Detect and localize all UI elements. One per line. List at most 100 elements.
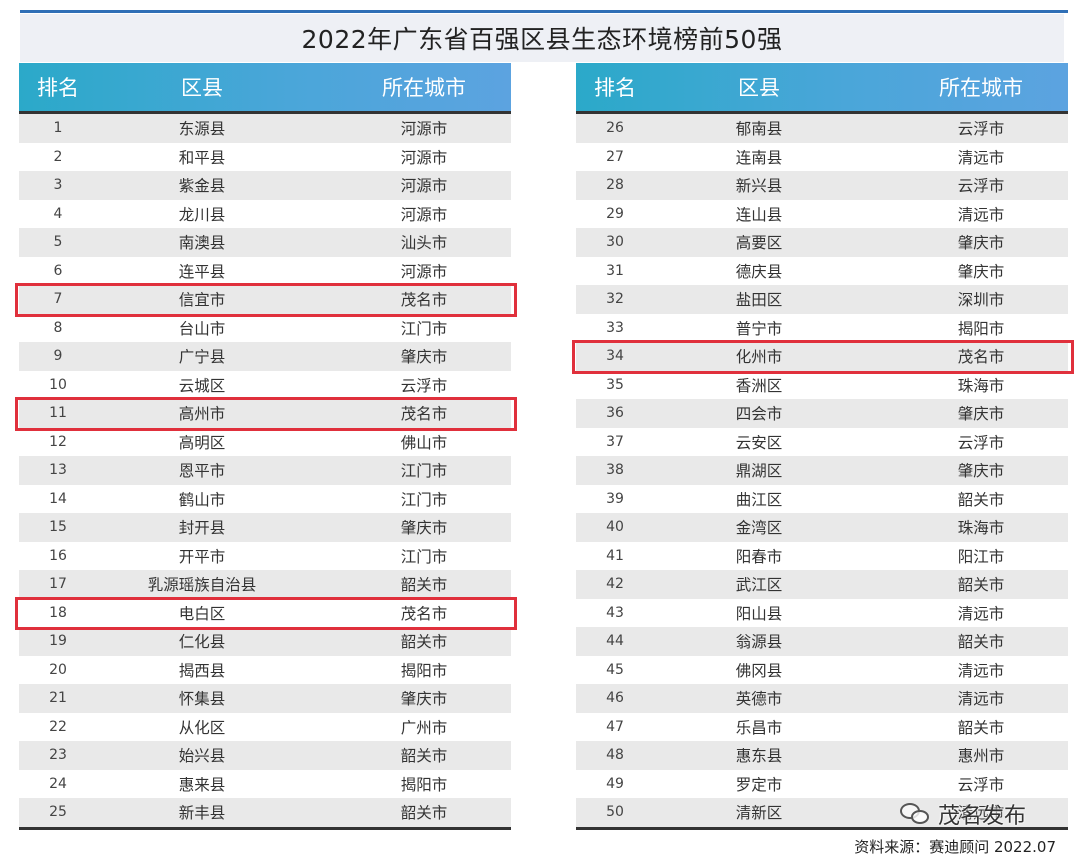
rank-cell: 47 xyxy=(606,718,624,735)
page-title: 2022年广东省百强区县生态环境榜前50强 xyxy=(301,25,783,54)
table-row: 35 香洲区 珠海市 xyxy=(576,370,1068,399)
table-row: 34 化州市 茂名市 xyxy=(576,342,1068,371)
table-row: 23 始兴县 韶关市 xyxy=(19,741,511,770)
city-cell: 珠海市 xyxy=(957,376,1005,395)
city-cell: 江门市 xyxy=(400,547,448,566)
city-cell: 肇庆市 xyxy=(957,234,1005,253)
table-row: 10 云城区 云浮市 xyxy=(19,370,511,399)
header-rule xyxy=(19,111,511,114)
county-cell: 南澳县 xyxy=(178,234,226,253)
rank-cell: 41 xyxy=(606,547,624,564)
header-rank: 排名 xyxy=(594,76,636,100)
header-rule xyxy=(576,111,1068,114)
city-cell: 江门市 xyxy=(400,319,448,338)
rank-cell: 8 xyxy=(53,319,63,336)
rank-cell: 18 xyxy=(49,604,67,621)
city-cell: 清远市 xyxy=(957,148,1005,167)
table-row: 47 乐昌市 韶关市 xyxy=(576,712,1068,741)
city-cell: 肇庆市 xyxy=(957,462,1005,481)
city-cell: 清远市 xyxy=(957,205,1005,224)
city-cell: 揭阳市 xyxy=(957,319,1005,338)
table-row: 40 金湾区 珠海市 xyxy=(576,513,1068,542)
rank-cell: 38 xyxy=(606,462,624,479)
table-row: 50 清新区 清远市 xyxy=(576,798,1068,827)
county-cell: 化州市 xyxy=(735,348,783,367)
city-cell: 汕头市 xyxy=(400,234,448,253)
rank-cell: 9 xyxy=(53,348,63,365)
county-cell: 仁化县 xyxy=(178,633,226,652)
city-cell: 肇庆市 xyxy=(400,690,448,709)
county-cell: 阳山县 xyxy=(735,604,783,623)
county-cell: 云安区 xyxy=(735,433,783,452)
rank-cell: 13 xyxy=(49,462,67,479)
city-cell: 肇庆市 xyxy=(400,348,448,367)
city-cell: 韶关市 xyxy=(957,718,1005,737)
table-row: 24 惠来县 揭阳市 xyxy=(19,769,511,798)
wechat-icon xyxy=(900,801,930,827)
rank-cell: 1 xyxy=(53,120,63,137)
county-cell: 新丰县 xyxy=(178,804,226,823)
county-cell: 阳春市 xyxy=(735,547,783,566)
rank-cell: 35 xyxy=(606,376,624,393)
city-cell: 清远市 xyxy=(957,690,1005,709)
rank-cell: 14 xyxy=(49,490,67,507)
city-cell: 肇庆市 xyxy=(400,519,448,538)
rank-cell: 39 xyxy=(606,490,624,507)
county-cell: 东源县 xyxy=(178,120,226,139)
rank-cell: 42 xyxy=(606,576,624,593)
city-cell: 江门市 xyxy=(400,462,448,481)
rank-cell: 4 xyxy=(53,205,63,222)
rank-cell: 15 xyxy=(49,519,67,536)
rank-cell: 23 xyxy=(49,747,67,764)
rank-cell: 19 xyxy=(49,633,67,650)
table-row: 4 龙川县 河源市 xyxy=(19,199,511,228)
county-cell: 佛冈县 xyxy=(735,661,783,680)
table-row: 15 封开县 肇庆市 xyxy=(19,513,511,542)
title-top-rule xyxy=(20,10,1068,13)
rank-cell: 40 xyxy=(606,519,624,536)
table-row: 33 普宁市 揭阳市 xyxy=(576,313,1068,342)
table-row: 46 英德市 清远市 xyxy=(576,684,1068,713)
table-body: 1 东源县 河源市 2 和平县 河源市 3 紫金县 河源市 4 龙川县 河源市 5 南澳县 汕头市 6 连平县河… xyxy=(19,114,511,827)
table-bottom-rule xyxy=(576,826,1068,830)
city-cell: 清远市 xyxy=(957,661,1005,680)
rank-cell: 45 xyxy=(606,661,624,678)
county-cell: 高要区 xyxy=(735,234,783,253)
county-cell: 盐田区 xyxy=(735,291,783,310)
table-row: 44 翁源县 韶关市 xyxy=(576,627,1068,656)
county-cell: 怀集县 xyxy=(178,690,226,709)
table-row: 29 连山县 清远市 xyxy=(576,199,1068,228)
city-cell: 韶关市 xyxy=(957,490,1005,509)
table-row: 27 连南县 清远市 xyxy=(576,142,1068,171)
title-bar: 2022年广东省百强区县生态环境榜前50强 xyxy=(20,14,1064,62)
table-row: 17 乳源瑶族自治县 韶关市 xyxy=(19,570,511,599)
rank-cell: 26 xyxy=(606,120,624,137)
rank-cell: 27 xyxy=(606,148,624,165)
table-row: 21 怀集县 肇庆市 xyxy=(19,684,511,713)
county-cell: 台山市 xyxy=(178,319,226,338)
table-row: 2 和平县 河源市 xyxy=(19,142,511,171)
table-row: 13 恩平市 江门市 xyxy=(19,456,511,485)
rank-cell: 22 xyxy=(49,718,67,735)
rank-cell: 32 xyxy=(606,291,624,308)
county-cell: 恩平市 xyxy=(178,462,226,481)
table-row: 38 鼎湖区 肇庆市 xyxy=(576,456,1068,485)
city-cell: 清远市 xyxy=(957,604,1005,623)
city-cell: 河源市 xyxy=(400,148,448,167)
table-row: 6 连平县 河源市 xyxy=(19,256,511,285)
rank-cell: 43 xyxy=(606,604,624,621)
header-city: 所在城市 xyxy=(382,76,466,100)
city-cell: 肇庆市 xyxy=(957,405,1005,424)
table-row: 48 惠东县 惠州市 xyxy=(576,741,1068,770)
rank-cell: 17 xyxy=(49,576,67,593)
county-cell: 武江区 xyxy=(735,576,783,595)
county-cell: 金湾区 xyxy=(735,519,783,538)
city-cell: 清远市 xyxy=(957,804,1005,823)
county-cell: 高州市 xyxy=(178,405,226,424)
city-cell: 茂名市 xyxy=(957,348,1005,367)
county-cell: 从化区 xyxy=(178,718,226,737)
county-cell: 乐昌市 xyxy=(735,718,783,737)
county-cell: 英德市 xyxy=(735,690,783,709)
ranking-table-right: 排名 区县 所在城市 26 郁南县 云浮市 27 连南县 清远市 28 新兴县 云浮市 29 连山县… xyxy=(576,63,1068,830)
table-header: 排名 区县 所在城市 xyxy=(576,63,1068,111)
